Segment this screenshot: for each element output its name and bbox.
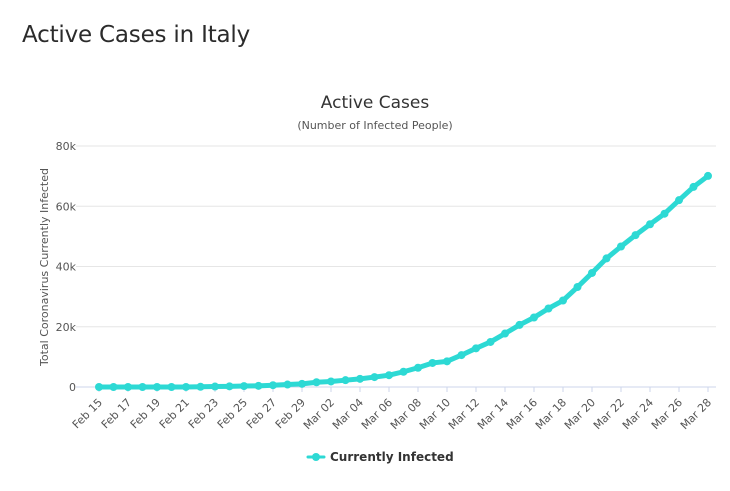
data-point[interactable] (298, 379, 306, 388)
x-tick-label: Feb 19 (128, 396, 163, 431)
data-point[interactable] (631, 231, 640, 240)
x-tick-label: Mar 10 (417, 396, 453, 432)
data-point[interactable] (414, 363, 422, 372)
x-tick-label: Mar 08 (388, 396, 424, 432)
data-point[interactable] (225, 382, 234, 391)
x-tick-label: Mar 26 (649, 396, 685, 432)
data-point[interactable] (501, 329, 509, 338)
y-tick-label: 0 (69, 381, 76, 394)
data-point[interactable] (428, 358, 437, 367)
y-tick-label: 60k (56, 200, 77, 213)
x-tick-label: Feb 25 (215, 396, 250, 431)
data-point[interactable] (109, 382, 118, 391)
data-point[interactable] (138, 382, 147, 391)
x-tick-label: Feb 23 (186, 396, 221, 431)
data-point[interactable] (660, 209, 669, 218)
data-point[interactable] (689, 182, 698, 191)
x-tick-label: Mar 24 (620, 396, 656, 432)
x-tick-label: Feb 21 (157, 396, 192, 431)
legend-label-currently-infected[interactable]: Currently Infected (330, 450, 454, 464)
chart-title: Active Cases (321, 93, 430, 113)
data-point[interactable] (704, 171, 712, 180)
data-point[interactable] (370, 373, 379, 382)
data-point[interactable] (530, 313, 538, 322)
data-point[interactable] (675, 196, 683, 205)
x-tick-label: Mar 04 (330, 396, 366, 432)
x-tick-label: Mar 18 (533, 396, 569, 432)
data-point[interactable] (327, 377, 335, 386)
data-point[interactable] (240, 382, 248, 391)
y-tick-label: 80k (56, 140, 77, 153)
page-title: Active Cases in Italy (22, 22, 251, 48)
y-axis-title: Total Coronavirus Currently Infected (38, 168, 51, 367)
data-point[interactable] (617, 242, 625, 251)
x-tick-label: Mar 16 (504, 396, 540, 432)
chart-subtitle: (Number of Infected People) (297, 119, 452, 132)
x-tick-label: Mar 02 (301, 396, 337, 432)
y-tick-label: 40k (56, 261, 77, 274)
data-point[interactable] (153, 382, 161, 391)
data-point[interactable] (385, 371, 393, 380)
series-currently-infected (95, 171, 712, 391)
x-tick-label: Mar 12 (446, 396, 482, 432)
data-point[interactable] (486, 337, 495, 346)
data-point[interactable] (269, 381, 277, 390)
data-point[interactable] (182, 382, 190, 391)
x-tick-label: Mar 14 (475, 396, 511, 432)
data-point[interactable] (356, 374, 364, 383)
legend-marker (312, 453, 320, 461)
data-point[interactable] (457, 351, 466, 360)
x-tick-label: Mar 22 (591, 396, 627, 432)
data-point[interactable] (254, 381, 263, 390)
data-point[interactable] (124, 382, 132, 391)
x-tick-label: Mar 20 (562, 396, 598, 432)
data-point[interactable] (167, 382, 176, 391)
series-line (96, 173, 711, 390)
data-point[interactable] (211, 382, 219, 391)
data-point[interactable] (341, 376, 350, 385)
data-point[interactable] (573, 283, 582, 292)
data-point[interactable] (312, 378, 321, 387)
x-tick-label: Mar 06 (359, 396, 395, 432)
y-axis-ticks: 0 20k 40k 60k 80k (56, 140, 77, 394)
legend[interactable]: Currently Infected (306, 450, 454, 464)
data-point[interactable] (588, 268, 596, 277)
y-tick-label: 20k (56, 321, 77, 334)
data-point[interactable] (283, 380, 292, 389)
data-point[interactable] (443, 357, 451, 366)
grid-lines (76, 145, 716, 388)
x-tick-label: Feb 27 (244, 396, 279, 431)
data-point[interactable] (95, 382, 103, 391)
data-point[interactable] (559, 296, 567, 305)
data-point[interactable] (196, 382, 205, 391)
data-point[interactable] (399, 367, 408, 376)
x-tick-label: Mar 28 (678, 396, 714, 432)
data-point[interactable] (515, 320, 524, 329)
data-point[interactable] (646, 220, 654, 229)
x-tick-label: Feb 17 (99, 396, 134, 431)
data-point[interactable] (544, 304, 553, 313)
x-tick-label: Feb 15 (70, 396, 105, 431)
data-point[interactable] (602, 254, 611, 263)
data-point[interactable] (472, 344, 480, 353)
